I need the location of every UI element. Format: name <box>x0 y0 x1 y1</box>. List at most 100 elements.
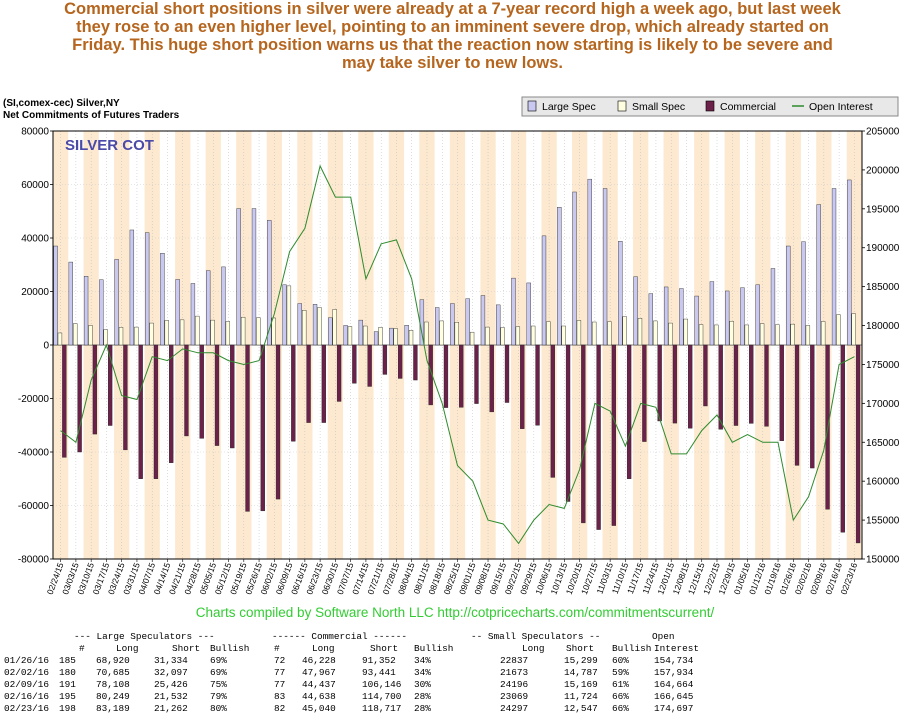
large-spec-bar <box>312 304 318 346</box>
commercial-bar <box>443 344 449 408</box>
y-left-tick-label: -40000 <box>18 448 50 459</box>
small-spec-bar <box>592 321 597 346</box>
stats-cell: 68,920 <box>96 655 130 666</box>
commercial-bar <box>413 344 418 381</box>
small-spec-bar <box>347 326 353 346</box>
legend-swatch-commercial <box>705 100 715 112</box>
small-spec-bar <box>744 324 749 346</box>
commercial-bar <box>749 344 754 424</box>
small-spec-bar <box>607 321 612 346</box>
stats-cell: 174,697 <box>654 703 694 714</box>
stats-cell: 32,097 <box>154 667 188 678</box>
large-spec-bar <box>541 235 547 346</box>
stats-cell: 11,724 <box>564 691 598 702</box>
small-spec-bar <box>393 328 398 346</box>
commercial-bar <box>260 344 265 512</box>
large-spec-bar <box>144 232 150 346</box>
commercial-bar <box>672 344 678 424</box>
stats-row: 02/16/16 195 80,249 21,532 79% 83 44,638 114,70… <box>4 691 900 703</box>
commercial-bar <box>214 344 220 446</box>
small-spec-bar <box>546 321 551 346</box>
small-spec-bar <box>225 321 231 346</box>
small-spec-bar <box>317 307 322 346</box>
commercial-bar <box>596 344 601 530</box>
commercial-bar <box>688 344 693 429</box>
commercial-bar <box>764 344 769 427</box>
commercial-bar <box>489 344 494 413</box>
stats-cell: 47,967 <box>302 667 336 678</box>
commercial-bar <box>779 344 784 441</box>
commercial-bar <box>718 344 723 430</box>
bars <box>53 178 861 544</box>
small-spec-bar <box>668 322 673 346</box>
large-spec-bar <box>435 307 440 346</box>
commercial-bar <box>382 344 388 375</box>
small-spec-bar <box>73 323 78 346</box>
stats-cell: 66% <box>612 703 629 714</box>
subheader-cell: Bullish <box>612 643 652 654</box>
stats-cell: 02/23/16 <box>4 703 50 714</box>
stats-row: 02/02/16 180 70,685 32,097 69% 77 47,967 93,441… <box>4 667 900 679</box>
group-header-large-spec: --- Large Speculators --- <box>74 631 215 642</box>
y-right-tick-label: 195000 <box>866 204 900 215</box>
stats-body: 01/26/16 185 68,920 31,334 69% 72 46,228 91,352… <box>4 655 900 715</box>
small-spec-bar <box>271 317 276 346</box>
large-spec-bar <box>679 288 684 346</box>
stats-cell: 21,532 <box>154 691 188 702</box>
large-spec-bar <box>373 331 379 346</box>
small-spec-bar <box>256 317 261 346</box>
large-spec-bar <box>328 317 333 346</box>
commercial-bar <box>810 344 815 469</box>
y-right-tick-label: 170000 <box>866 399 900 410</box>
subheader-cell: Long <box>522 643 545 654</box>
stats-table: --- Large Speculators --- ------ Commerc… <box>4 631 900 715</box>
commercial-bar <box>657 344 662 422</box>
stats-cell: 28% <box>414 691 431 702</box>
stats-cell: 106,146 <box>362 679 402 690</box>
small-spec-bar <box>210 319 215 346</box>
commercial-bar <box>352 344 357 384</box>
y-left-tick-label: 20000 <box>21 287 49 298</box>
small-spec-bar <box>408 330 414 346</box>
small-spec-bar <box>454 322 459 346</box>
commercial-bar <box>153 344 159 479</box>
commercial-bar <box>550 344 555 478</box>
stats-cell: 25,426 <box>154 679 188 690</box>
stats-cell: 44,638 <box>302 691 336 702</box>
stats-cell: 69% <box>210 667 227 678</box>
commercial-bar <box>428 344 433 406</box>
stats-cell: 02/16/16 <box>4 691 50 702</box>
stats-cell: 80,249 <box>96 691 130 702</box>
small-spec-bar <box>103 329 108 346</box>
large-spec-bar <box>618 241 623 346</box>
legend-swatch-large-spec <box>527 100 537 112</box>
large-spec-bar <box>404 325 409 346</box>
large-spec-bar <box>801 241 806 346</box>
headline-line-1: Commercial short positions in silver wer… <box>64 0 841 18</box>
small-spec-bar <box>164 320 169 346</box>
large-spec-bar <box>221 266 226 346</box>
stats-cell: 66% <box>612 691 629 702</box>
y-left-axis: 80000 60000 40000 20000 0 -20000 -40000 -60000 -… <box>18 127 53 566</box>
small-spec-bar <box>332 309 337 346</box>
stats-cell: 24297 <box>500 703 529 714</box>
chart-credit: Charts compiled by Software North LLC ht… <box>196 605 715 620</box>
y-right-tick-label: 155000 <box>866 516 900 527</box>
commercial-bar <box>703 344 708 407</box>
commercial-bar <box>107 344 113 426</box>
stats-cell: 02/02/16 <box>4 667 50 678</box>
stats-cell: 91,352 <box>362 655 396 666</box>
small-spec-bar <box>286 285 292 346</box>
group-header-small-spec: -- Small Speculators -- <box>471 631 601 642</box>
stats-cell: 93,441 <box>362 667 396 678</box>
commercial-bar <box>123 344 128 451</box>
group-header-commercial: ------ Commercial ------ <box>272 631 408 642</box>
stats-cell: 45,040 <box>302 703 336 714</box>
stats-cell: 15,169 <box>564 679 598 690</box>
y-left-tick-label: 40000 <box>21 234 49 245</box>
small-spec-bar <box>195 315 200 346</box>
commercial-bar <box>840 344 845 533</box>
large-spec-bar <box>190 283 196 346</box>
stats-cell: 69% <box>210 655 227 666</box>
y-left-tick-label: -60000 <box>18 501 50 512</box>
